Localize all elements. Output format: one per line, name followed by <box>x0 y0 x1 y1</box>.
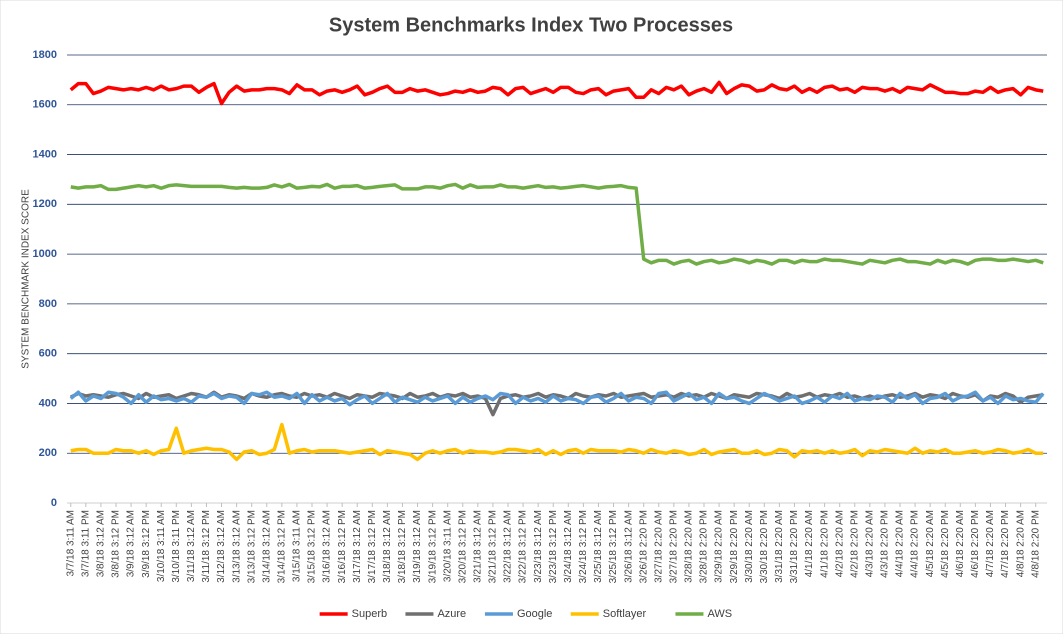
x-tick-label: 3/20/18 3:11 AM <box>442 510 453 582</box>
y-axis-label: SYSTEM BENCHMARK INDEX SCORE <box>21 189 32 369</box>
x-tick-label: 4/5/18 2:20 AM <box>925 510 936 577</box>
x-tick-label: 3/27/18 2:20 AM <box>653 510 664 583</box>
x-tick-label: 3/8/18 3:12 PM <box>111 510 122 578</box>
series-line <box>70 182 1044 266</box>
legend-label: AWS <box>707 608 732 620</box>
x-tick-label: 3/23/18 3:12 AM <box>533 510 544 583</box>
x-tick-label: 3/15/18 3:12 PM <box>307 510 318 583</box>
x-tick-label: 3/18/18 3:12 AM <box>382 510 393 583</box>
x-tick-label: 3/23/18 3:12 PM <box>548 510 559 583</box>
x-tick-label: 4/2/18 2:20 AM <box>834 510 845 577</box>
legend-label: Azure <box>437 608 466 620</box>
x-tick-label: 3/15/18 3:11 AM <box>292 510 303 582</box>
x-tick-label: 3/26/18 3:12 AM <box>623 510 634 583</box>
x-tick-label: 4/5/18 2:20 PM <box>940 510 951 578</box>
x-tick-label: 3/26/18 2:20 PM <box>638 510 649 583</box>
y-tick-label: 1800 <box>33 49 57 61</box>
y-tick-label: 1400 <box>33 148 57 160</box>
y-tick-label: 1000 <box>33 248 57 260</box>
chart-title: System Benchmarks Index Two Processes <box>329 14 733 36</box>
y-tick-label: 1600 <box>33 99 57 111</box>
series-line <box>69 80 1044 106</box>
x-tick-label: 3/19/18 3:12 PM <box>427 510 438 583</box>
legend-label: Google <box>517 608 552 620</box>
x-tick-label: 3/29/18 2:20 PM <box>729 510 740 583</box>
x-tick-label: 3/14/18 3:12 PM <box>276 510 287 583</box>
y-tick-label: 400 <box>39 397 57 409</box>
x-tick-label: 3/25/18 3:12 PM <box>608 510 619 583</box>
x-tick-label: 4/7/18 2:20 AM <box>985 510 996 577</box>
x-tick-label: 4/3/18 2:20 AM <box>864 510 875 577</box>
y-tick-label: 800 <box>39 298 57 310</box>
x-tick-label: 3/20/18 3:12 PM <box>457 510 468 583</box>
x-tick-label: 4/4/18 2:20 AM <box>895 510 906 577</box>
x-tick-label: 4/4/18 2:20 PM <box>910 510 921 578</box>
series-line <box>70 422 1044 462</box>
x-tick-label: 3/21/18 3:12 AM <box>472 510 483 583</box>
x-tick-label: 3/13/18 3:12 PM <box>246 510 257 583</box>
x-tick-label: 3/9/18 3:12 AM <box>126 510 137 577</box>
y-tick-label: 0 <box>51 497 57 509</box>
x-tick-label: 3/31/18 2:20 AM <box>774 510 785 583</box>
x-tick-label: 3/29/18 2:20 AM <box>714 510 725 583</box>
x-tick-label: 4/6/18 2:20 PM <box>970 510 981 578</box>
x-tick-label: 3/10/18 3:11 PM <box>171 510 182 583</box>
x-tick-label: 3/14/18 3:12 AM <box>261 510 272 583</box>
x-tick-label: 3/8/18 3:12 AM <box>96 510 107 577</box>
x-tick-label: 4/7/18 2:20 PM <box>1000 510 1011 578</box>
x-tick-label: 4/2/18 2:20 PM <box>849 510 860 578</box>
legend-label: Softlayer <box>603 608 647 620</box>
x-tick-label: 3/28/18 2:20 AM <box>684 510 695 583</box>
x-tick-label: 3/7/18 3:11 PM <box>80 510 91 577</box>
x-tick-label: 4/1/18 2:20 PM <box>819 510 830 578</box>
x-tick-label: 3/11/18 3:12 AM <box>186 510 197 582</box>
x-tick-label: 4/1/18 2:20 AM <box>804 510 815 577</box>
x-tick-label: 3/30/18 2:20 AM <box>744 510 755 583</box>
x-tick-label: 3/13/18 3:12 AM <box>231 510 242 583</box>
x-tick-label: 4/6/18 2:20 AM <box>955 510 966 577</box>
x-tick-label: 3/27/18 2:20 PM <box>668 510 679 583</box>
x-tick-label: 3/22/18 3:12 PM <box>518 510 529 583</box>
x-tick-label: 3/11/18 3:12 PM <box>201 510 212 583</box>
x-tick-label: 3/18/18 3:12 PM <box>397 510 408 583</box>
x-tick-label: 3/17/18 3:12 AM <box>352 510 363 583</box>
x-tick-label: 3/24/18 3:12 PM <box>578 510 589 583</box>
x-tick-label: 3/16/18 3:12 AM <box>322 510 333 583</box>
x-tick-label: 3/21/18 3:12 PM <box>488 510 499 583</box>
y-tick-label: 200 <box>39 447 57 459</box>
x-tick-label: 3/31/18 2:20 PM <box>789 510 800 583</box>
x-tick-label: 3/30/18 2:20 PM <box>759 510 770 583</box>
x-tick-label: 3/12/18 3:12 AM <box>216 510 227 583</box>
y-tick-label: 600 <box>39 348 57 360</box>
x-tick-label: 3/19/18 3:12 AM <box>412 510 423 583</box>
x-tick-label: 3/17/18 3:12 PM <box>367 510 378 583</box>
x-tick-label: 3/10/18 3:11 AM <box>156 510 167 582</box>
x-tick-label: 3/9/18 3:12 PM <box>141 510 152 578</box>
legend-label: Superb <box>352 608 387 620</box>
series-line <box>69 390 1045 407</box>
x-tick-label: 3/22/18 3:12 AM <box>503 510 514 583</box>
x-tick-label: 3/24/18 3:12 AM <box>563 510 574 583</box>
x-tick-label: 3/16/18 3:12 PM <box>337 510 348 583</box>
x-tick-label: 3/25/18 3:12 AM <box>593 510 604 583</box>
x-tick-label: 3/28/18 2:20 PM <box>699 510 710 583</box>
x-tick-label: 4/3/18 2:20 PM <box>880 510 891 578</box>
x-tick-label: 3/7/18 3:11 AM <box>65 510 76 577</box>
y-tick-label: 1200 <box>33 198 57 210</box>
x-tick-label: 4/8/18 2:20 AM <box>1015 510 1026 577</box>
x-tick-label: 4/8/18 2:20 PM <box>1030 510 1041 578</box>
